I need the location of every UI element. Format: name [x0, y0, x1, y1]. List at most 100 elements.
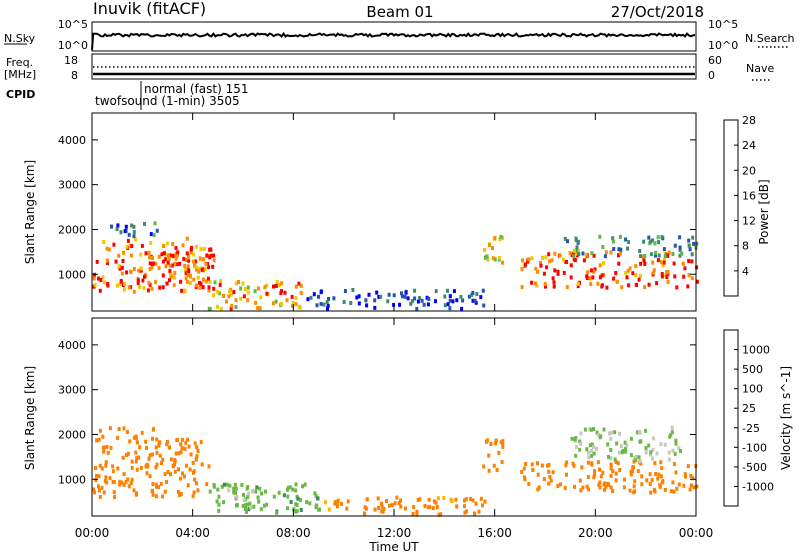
scatter-cell: [234, 490, 237, 495]
scatter-cell: [527, 257, 531, 262]
scatter-cell: [112, 480, 116, 485]
scatter-cell: [207, 306, 211, 311]
scatter-cell: [327, 507, 331, 512]
scatter-cell: [688, 247, 692, 252]
scatter-cell: [566, 239, 569, 244]
scatter-cell: [104, 460, 108, 465]
scatter-cell: [577, 252, 581, 256]
scatter-cell: [161, 457, 165, 462]
scatter-cell: [219, 306, 223, 311]
scatter-cell: [165, 241, 169, 246]
scatter-cell: [158, 285, 162, 290]
scatter-cell: [120, 271, 124, 276]
scatter-cell: [483, 255, 487, 260]
scatter-cell: [665, 275, 669, 279]
scatter-cell: [139, 466, 143, 470]
scatter-cell: [501, 260, 504, 265]
scatter-cell: [98, 463, 102, 468]
scatter-cell: [130, 465, 134, 470]
scatter-cell: [547, 252, 551, 257]
scatter-cell: [148, 453, 152, 458]
scatter-cell: [671, 480, 675, 485]
scatter-cell: [97, 276, 100, 281]
scatter-cell: [592, 451, 596, 456]
scatter-cell: [681, 261, 685, 266]
scatter-cell: [448, 298, 452, 303]
scatter-cell: [222, 294, 225, 298]
nave-tick-top: 60: [708, 54, 722, 67]
scatter-cell: [181, 471, 184, 476]
scatter-cell: [651, 436, 655, 441]
scatter-cell: [641, 254, 645, 259]
scatter-cell: [606, 442, 610, 447]
scatter-cell: [125, 244, 129, 249]
scatter-cell: [657, 253, 661, 258]
scatter-cell: [215, 499, 219, 504]
scatter-cell: [552, 280, 556, 285]
scatter-cell: [185, 251, 189, 256]
scatter-cell: [102, 280, 106, 285]
scatter-cell: [220, 484, 224, 489]
y-tick-label: 1000: [58, 473, 86, 486]
scatter-cell: [564, 463, 568, 468]
scatter-cell: [146, 464, 150, 469]
scatter-cell: [556, 484, 560, 488]
scatter-cell: [638, 249, 642, 253]
colorbar-tick: -500: [742, 461, 767, 474]
scatter-cell: [274, 284, 278, 288]
scatter-cell: [123, 229, 127, 234]
scatter-cell: [595, 446, 598, 451]
scatter-cell: [199, 440, 203, 445]
scatter-cell: [588, 276, 592, 281]
scatter-cell: [118, 281, 122, 286]
scatter-cell: [598, 485, 602, 490]
scatter-cell: [571, 461, 575, 466]
scatter-cell: [602, 261, 605, 266]
scatter-cell: [416, 299, 420, 304]
scatter-cell: [501, 441, 505, 446]
scatter-cell: [116, 223, 120, 228]
scatter-cell: [132, 230, 136, 235]
scatter-cell: [651, 260, 655, 265]
scatter-cell: [475, 292, 479, 296]
scatter-cell: [463, 498, 466, 503]
scatter-cell: [574, 453, 578, 458]
scatter-cell: [228, 289, 231, 294]
scatter-cell: [232, 290, 236, 295]
scatter-cell: [588, 443, 592, 448]
scatter-cell: [427, 497, 431, 502]
scatter-cell: [217, 502, 221, 507]
scatter-cell: [286, 506, 290, 511]
scatter-cell: [340, 501, 343, 506]
scatter-cell: [357, 294, 361, 299]
scatter-cell: [129, 481, 133, 486]
scatter-cell: [242, 498, 246, 503]
scatter-cell: [101, 275, 105, 280]
scatter-cell: [590, 461, 594, 466]
scatter-cell: [659, 460, 663, 465]
scatter-cell: [617, 450, 621, 455]
scatter-cell: [137, 455, 140, 460]
scatter-cell: [319, 289, 323, 294]
scatter-cell: [663, 257, 666, 262]
scatter-cell: [203, 267, 207, 271]
scatter-cell: [184, 258, 188, 262]
scatter-cell: [162, 244, 165, 248]
scatter-cell: [247, 507, 251, 512]
scatter-cell: [171, 253, 175, 258]
scatter-cell: [173, 270, 177, 275]
scatter-cell: [201, 285, 205, 290]
scatter-cell: [632, 490, 636, 495]
scatter-cell: [151, 436, 154, 441]
scatter-cell: [545, 265, 549, 270]
scatter-cell: [120, 265, 124, 270]
scatter-cell: [544, 284, 547, 289]
velocity-ylabel: Slant Range [km]: [23, 366, 37, 470]
scatter-cell: [208, 255, 212, 260]
scatter-cell: [100, 485, 104, 490]
scatter-cell: [335, 502, 339, 506]
scatter-cell: [132, 289, 136, 294]
scatter-cell: [651, 456, 654, 461]
scatter-cell: [175, 253, 179, 258]
scatter-cell: [398, 302, 401, 307]
